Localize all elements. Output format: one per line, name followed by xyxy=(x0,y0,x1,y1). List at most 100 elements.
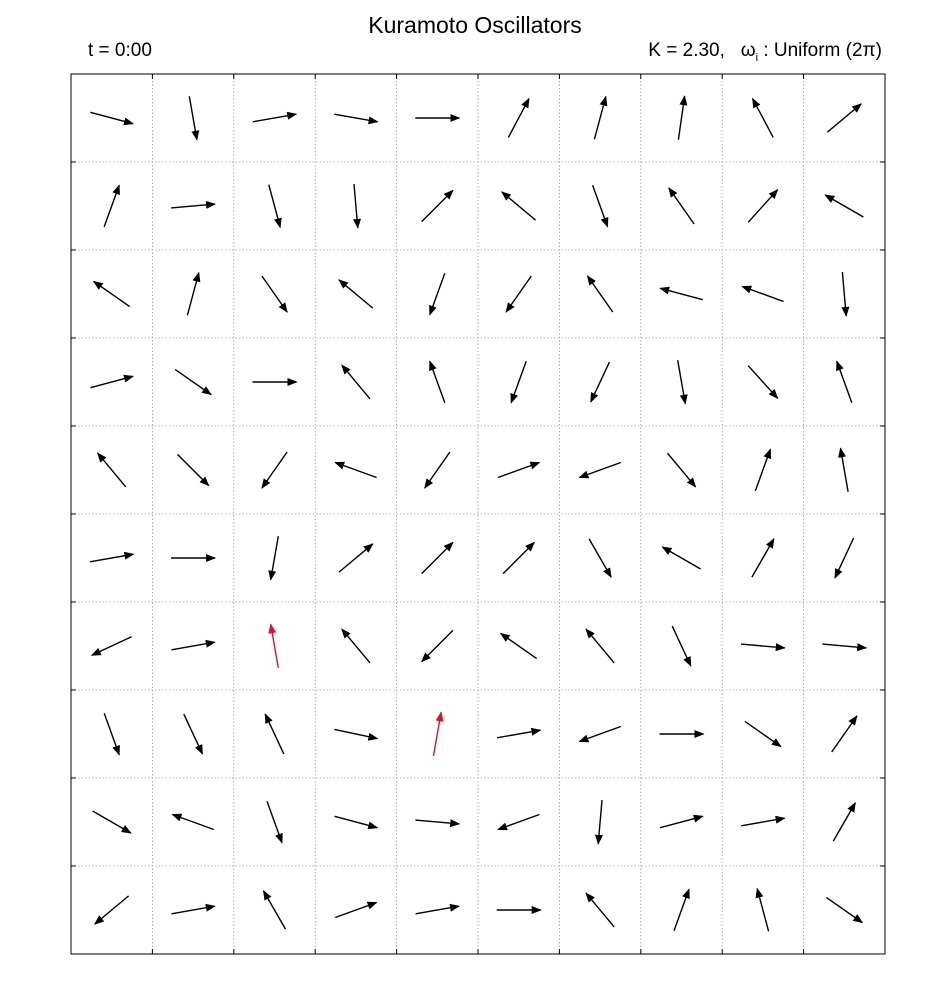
oscillator-arrow xyxy=(177,453,210,487)
oscillator-arrow xyxy=(266,801,283,844)
time-readout: t = 0:00 xyxy=(88,40,152,61)
oscillator-arrow xyxy=(677,95,688,140)
oscillator-arrow xyxy=(90,636,132,656)
oscillator-arrow xyxy=(429,360,446,403)
arrow-layer xyxy=(89,95,868,932)
oscillator-arrow xyxy=(578,461,622,479)
oscillator-arrow xyxy=(90,374,134,389)
oscillator-arrow xyxy=(103,713,120,756)
oscillator-arrow xyxy=(590,361,611,403)
oscillator-arrow xyxy=(659,286,703,301)
oscillator-arrow xyxy=(747,188,779,223)
oscillator-arrow xyxy=(268,184,282,229)
oscillator-arrow xyxy=(673,888,690,931)
oscillator-arrow xyxy=(171,903,216,915)
oscillator-arrow xyxy=(661,546,701,570)
oscillator-arrow xyxy=(421,189,454,223)
oscillator-arrow xyxy=(747,365,779,400)
chart-title: Kuramoto Oscillators xyxy=(368,12,582,38)
oscillator-arrow xyxy=(822,643,868,652)
oscillator-arrow xyxy=(261,451,288,489)
oscillator-arrow xyxy=(510,361,527,404)
omega-subscript: i xyxy=(755,51,759,64)
oscillator-arrow xyxy=(754,448,772,491)
oscillator-arrow xyxy=(338,543,374,573)
oscillator-arrow xyxy=(505,275,532,313)
oscillator-arrow xyxy=(174,368,212,396)
oscillator-arrow xyxy=(415,903,460,915)
oscillator-arrow xyxy=(94,895,130,925)
oscillator-arrow xyxy=(593,95,608,140)
oscillator-arrow xyxy=(677,360,688,405)
oscillator-arrow xyxy=(666,452,697,488)
oscillator-arrow xyxy=(834,537,855,579)
oscillator-arrow xyxy=(668,187,695,225)
oscillator-arrow xyxy=(591,185,609,228)
oscillator-arrow xyxy=(420,629,454,663)
oscillator-arrow xyxy=(92,810,132,834)
oscillator-arrow xyxy=(353,184,362,229)
oscillator-arrow xyxy=(836,360,853,403)
oscillator-arrow xyxy=(502,541,536,575)
oscillator-arrow xyxy=(755,887,770,932)
coupling-value: K = 2.30, xyxy=(648,40,725,61)
oscillator-arrow xyxy=(741,815,786,827)
oscillator-arrow xyxy=(171,639,216,651)
oscillator-arrow xyxy=(838,447,849,492)
oscillator-arrow xyxy=(826,103,862,133)
oscillator-arrow xyxy=(96,452,127,488)
oscillator-arrow xyxy=(171,813,215,831)
oscillator-arrow xyxy=(586,275,614,313)
oscillator-arrow xyxy=(751,97,774,138)
oscillator-arrow xyxy=(585,892,615,928)
oscillator-arrow xyxy=(252,111,298,123)
oscillator-arrow xyxy=(831,715,858,753)
grid-lines xyxy=(71,74,885,954)
oscillator-arrow xyxy=(824,194,864,218)
oscillator-arrow xyxy=(338,279,374,309)
oscillator-arrow xyxy=(501,191,537,221)
oscillator-arrow xyxy=(585,628,615,664)
oscillator-arrow xyxy=(188,96,200,141)
oscillator-arrow xyxy=(92,280,131,308)
oscillator-arrow xyxy=(186,271,201,316)
oscillator-arrow xyxy=(341,364,371,400)
oscillator-arrow xyxy=(341,628,371,664)
oscillator-arrow xyxy=(89,551,135,563)
oscillator-arrow xyxy=(334,728,379,741)
oscillator-arrow xyxy=(261,275,288,313)
oscillator-arrow xyxy=(496,727,542,739)
oscillator-arrow xyxy=(424,451,451,489)
oscillator-arrow xyxy=(499,632,538,660)
oscillator-arrow xyxy=(183,713,204,755)
oscillator-arrow xyxy=(497,461,541,479)
oscillator-arrow xyxy=(744,720,782,748)
oscillator-arrow-highlighted xyxy=(432,711,444,756)
plot-frame xyxy=(70,73,886,955)
oscillator-arrow xyxy=(588,538,612,578)
oscillator-arrow xyxy=(825,896,864,924)
oscillator-arrow xyxy=(832,802,856,842)
oscillator-arrow xyxy=(415,819,461,828)
oscillator-arrow xyxy=(334,815,379,830)
omega-distribution: : Uniform (2π) xyxy=(763,40,882,61)
oscillator-arrow xyxy=(171,200,216,209)
oscillator-arrow xyxy=(594,800,603,845)
oscillator-arrow xyxy=(421,541,454,575)
oscillator-arrow xyxy=(268,536,279,581)
oscillator-arrow xyxy=(660,814,704,829)
oscillator-arrow xyxy=(740,643,786,652)
omega-symbol: ω xyxy=(740,40,756,61)
oscillator-arrow xyxy=(103,184,120,227)
oscillator-arrow xyxy=(671,625,692,667)
parameter-readout: K = 2.30, ωi : Uniform (2π) xyxy=(648,40,882,64)
oscillator-arrow xyxy=(741,285,784,303)
oscillator-arrow xyxy=(507,97,530,138)
oscillator-arrow xyxy=(578,725,622,743)
oscillator-arrow xyxy=(262,890,287,930)
oscillator-arrow-highlighted xyxy=(268,623,279,668)
oscillator-arrow xyxy=(334,901,378,919)
oscillator-arrow xyxy=(841,272,850,317)
oscillator-arrow xyxy=(429,273,446,316)
